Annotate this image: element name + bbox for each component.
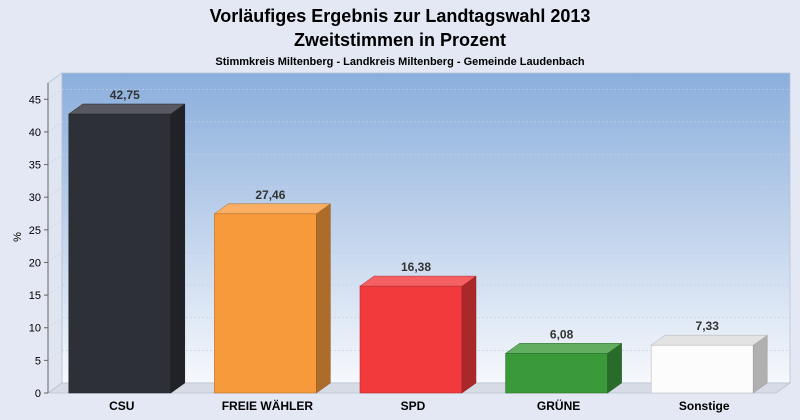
y-tick-label: 5 xyxy=(35,355,41,367)
bar-top xyxy=(213,203,332,215)
bar-value-label: 7,33 xyxy=(696,319,720,333)
bar-value-label: 6,08 xyxy=(550,327,574,341)
bar-front xyxy=(214,213,317,394)
bar-value-label: 42,75 xyxy=(110,88,140,102)
bar-front xyxy=(505,353,608,394)
y-tick-label: 45 xyxy=(29,94,41,106)
y-tick-label: 20 xyxy=(29,257,41,269)
grid-line xyxy=(47,317,63,329)
plot-side-wall xyxy=(47,72,63,394)
grid-line xyxy=(47,252,63,263)
bar-top xyxy=(650,334,768,346)
bar-top xyxy=(68,103,186,115)
bars: 42,75 27,46 16,38 6,08 7,33 xyxy=(68,88,768,394)
bar-front xyxy=(68,113,172,394)
x-tick-label: FREIE WÄHLER xyxy=(222,398,314,413)
grid-line xyxy=(47,154,63,165)
bar-spd: 16,38 xyxy=(359,260,477,394)
bar-top xyxy=(504,343,623,354)
grid-line xyxy=(47,121,63,133)
chart-title: Vorläufiges Ergebnis zur Landtagswahl 20… xyxy=(210,6,591,26)
x-axis: CSU FREIE WÄHLER SPD GRÜNE Sonstige xyxy=(109,398,730,413)
x-tick-label: CSU xyxy=(109,399,134,413)
y-tick-label: 15 xyxy=(29,290,41,302)
bar-front xyxy=(650,344,754,394)
y-tick-label: 30 xyxy=(29,192,41,204)
x-tick-label: GRÜNE xyxy=(537,398,580,413)
bar-grüne: 6,08 xyxy=(504,327,623,394)
bar-front xyxy=(359,285,463,394)
bar-csu: 42,75 xyxy=(68,88,186,394)
grid-line xyxy=(47,284,63,296)
bar-side xyxy=(316,203,331,394)
grid-line xyxy=(47,350,63,361)
y-tick-label: 10 xyxy=(29,323,41,335)
chart-subtitle-location: Stimmkreis Miltenberg - Landkreis Milten… xyxy=(215,56,584,68)
bar-value-label: 27,46 xyxy=(255,188,285,202)
bar-top xyxy=(359,275,477,287)
y-axis-label: % xyxy=(12,232,24,242)
bar-side xyxy=(170,103,186,394)
grid-line xyxy=(47,89,63,100)
bar-sonstige: 7,33 xyxy=(650,319,768,394)
chart-subtitle: Zweitstimmen in Prozent xyxy=(294,30,506,50)
x-tick-label: Sonstige xyxy=(679,399,730,413)
y-tick-label: 25 xyxy=(29,225,41,237)
y-tick-label: 0 xyxy=(35,388,41,400)
y-tick-label: 40 xyxy=(29,127,41,139)
bar-value-label: 16,38 xyxy=(401,260,431,274)
y-tick-label: 35 xyxy=(29,160,41,172)
bar-freie-wähler: 27,46 xyxy=(213,188,332,394)
x-tick-label: SPD xyxy=(401,399,426,413)
y-axis: 0 5 10 15 20 25 30 35 40 45 xyxy=(29,83,49,400)
grid-line xyxy=(47,186,63,198)
bar-side xyxy=(461,275,477,394)
grid-line xyxy=(47,219,63,231)
